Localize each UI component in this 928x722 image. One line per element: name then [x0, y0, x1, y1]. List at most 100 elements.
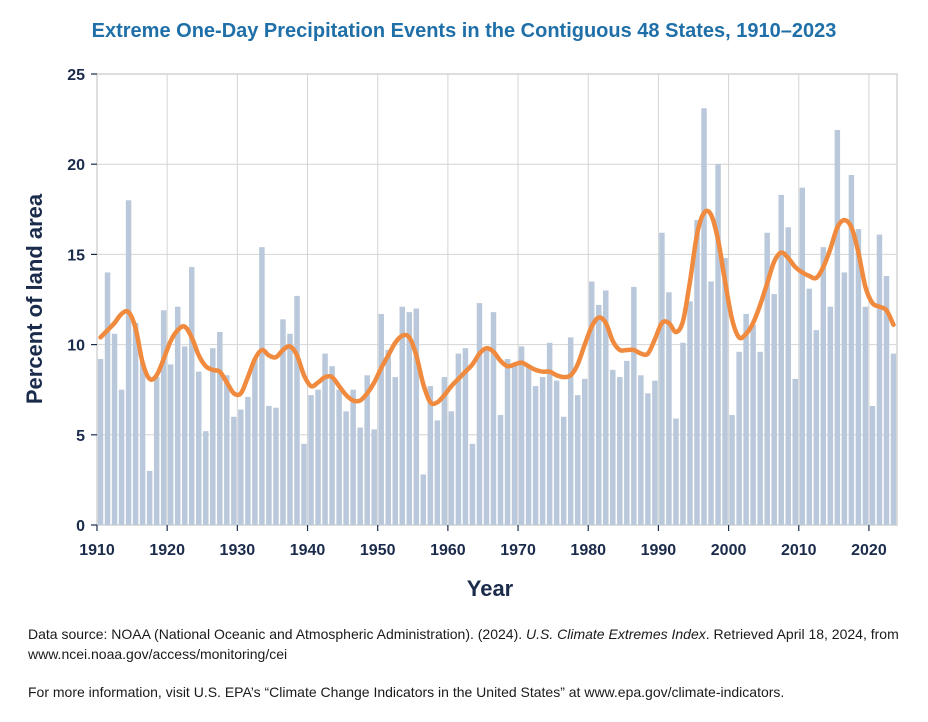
bar — [855, 229, 862, 526]
bar — [378, 313, 384, 525]
bar — [652, 380, 658, 525]
bar — [364, 375, 370, 525]
x-tick-label: 1950 — [360, 542, 396, 559]
bar — [673, 418, 679, 525]
bar — [406, 312, 413, 525]
bar — [792, 378, 798, 525]
bar — [315, 389, 321, 525]
x-tick-label: 1930 — [220, 542, 256, 559]
bar — [371, 429, 377, 525]
bar — [680, 342, 686, 525]
bar — [196, 371, 202, 525]
x-tick-label: 1970 — [500, 542, 536, 559]
bar — [617, 377, 623, 525]
bar — [125, 200, 132, 525]
bar — [820, 247, 827, 525]
bar — [476, 303, 483, 525]
bar — [448, 411, 455, 525]
y-axis-ticks: 0 5 10 15 20 25 — [67, 67, 97, 535]
bar — [764, 232, 770, 525]
bar — [336, 389, 342, 525]
bar — [97, 359, 104, 525]
more-info-note: For more information, visit U.S. EPA’s “… — [28, 684, 785, 700]
trend-line-group — [98, 208, 896, 407]
bar — [890, 353, 897, 525]
bar — [174, 306, 181, 525]
bar — [455, 353, 462, 525]
bar — [841, 272, 848, 525]
bar — [287, 333, 293, 525]
bar — [118, 389, 125, 525]
x-axis-ticks: 1910 1920 1930 1940 1950 1960 1970 1980 1990 2000… — [79, 525, 887, 559]
bar — [750, 324, 756, 525]
bar — [483, 350, 490, 525]
bar — [624, 360, 630, 525]
bar — [610, 369, 616, 525]
bar — [153, 377, 160, 525]
bar — [252, 359, 258, 525]
y-tick-label: 15 — [67, 247, 85, 264]
bar — [238, 409, 244, 525]
bar — [294, 295, 300, 525]
bar — [280, 319, 286, 525]
bar — [806, 288, 813, 525]
bar — [638, 375, 644, 525]
bar — [273, 407, 279, 525]
gridlines — [97, 74, 897, 525]
bar — [848, 175, 855, 526]
bar — [778, 194, 784, 526]
bar — [785, 227, 791, 525]
bar — [511, 364, 518, 525]
x-tick-label: 2000 — [711, 542, 747, 559]
bar — [420, 474, 427, 525]
bar — [666, 292, 672, 525]
bar — [189, 267, 195, 525]
bar — [139, 362, 146, 525]
bar — [532, 386, 539, 525]
bar — [631, 286, 637, 525]
bar — [771, 294, 777, 525]
bar — [181, 346, 188, 525]
bar — [539, 377, 546, 525]
x-tick-label: 1960 — [430, 542, 466, 559]
bar — [469, 443, 476, 525]
bar — [146, 470, 153, 525]
bar — [343, 411, 349, 525]
bar — [160, 310, 167, 525]
x-tick-label: 1940 — [290, 542, 326, 559]
bar — [876, 234, 883, 525]
bar — [729, 414, 735, 525]
bar — [210, 348, 216, 525]
bar — [322, 353, 328, 525]
bar — [413, 308, 420, 525]
bar — [490, 312, 497, 525]
bar — [441, 377, 448, 525]
bar — [883, 276, 890, 525]
x-tick-label: 1980 — [570, 542, 606, 559]
x-tick-label: 1910 — [79, 542, 115, 559]
bar — [504, 359, 511, 525]
bar — [462, 348, 469, 525]
bar — [869, 405, 876, 525]
bar — [231, 416, 237, 525]
x-tick-label: 2010 — [781, 542, 817, 559]
bar — [203, 431, 209, 525]
bar — [862, 306, 869, 525]
bar — [525, 366, 532, 525]
chart-title: Extreme One-Day Precipitation Events in … — [91, 20, 837, 42]
bar — [104, 272, 111, 525]
bar — [217, 331, 223, 525]
bar — [434, 420, 441, 525]
bar — [329, 366, 335, 525]
bar — [132, 322, 139, 525]
bar — [834, 129, 841, 525]
bar — [694, 220, 700, 525]
bar-series — [97, 108, 897, 526]
x-axis-title: Year — [467, 576, 514, 601]
y-tick-label: 20 — [67, 157, 85, 174]
bar — [603, 290, 609, 525]
bar — [645, 393, 651, 525]
bar — [799, 187, 805, 526]
y-tick-label: 10 — [67, 338, 85, 355]
